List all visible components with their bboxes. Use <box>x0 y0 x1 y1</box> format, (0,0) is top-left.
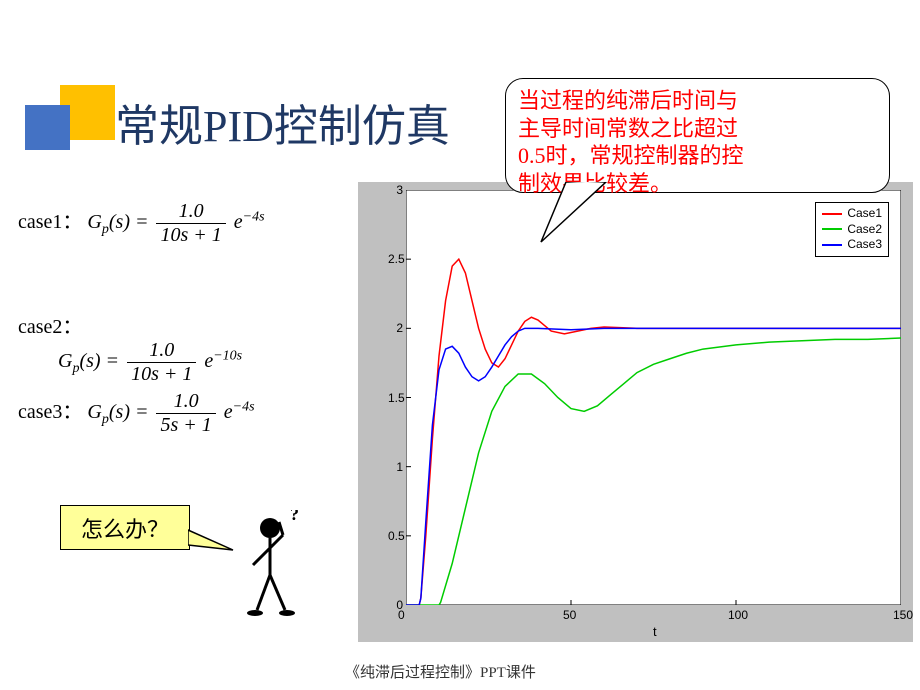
chart-plot: Case1 Case2 Case3 <box>406 190 901 605</box>
x-axis-label: t <box>653 624 657 639</box>
legend-case2: Case2 <box>822 222 882 238</box>
footer-text: 《纯滞后过程控制》PPT课件 <box>345 661 536 682</box>
case2-e: e <box>204 350 213 372</box>
legend-case3: Case3 <box>822 237 882 253</box>
case3-equation: case3： Gp(s) = 1.0 5s + 1 e−4s <box>18 390 255 437</box>
case1-num: 1.0 <box>156 200 225 224</box>
legend-label-3: Case3 <box>847 237 882 253</box>
case3-exp: −4s <box>233 399 255 414</box>
legend-label-1: Case1 <box>847 206 882 222</box>
callout-line2: 主导时间常数之比超过 <box>518 116 738 141</box>
case2-label: case2： <box>18 316 82 338</box>
deco-square-blue <box>25 105 70 150</box>
case2-equation: case2： Gp(s) = 1.0 10s + 1 e−10s <box>18 310 242 386</box>
legend-line-green <box>822 228 842 230</box>
legend-label-2: Case2 <box>847 222 882 238</box>
case1-sub: p <box>102 222 109 237</box>
case3-g: G <box>87 401 101 423</box>
callout-tail-icon <box>536 182 636 252</box>
case3-arg: (s) = <box>109 401 149 423</box>
case2-arg: (s) = <box>79 350 119 372</box>
case2-den: 10s + 1 <box>127 363 196 386</box>
case3-sub: p <box>102 412 109 427</box>
case2-exp: −10s <box>213 348 242 363</box>
legend-line-red <box>822 213 842 215</box>
case1-den: 10s + 1 <box>156 224 225 247</box>
callout-bubble: 当过程的纯滞后时间与 主导时间常数之比超过 0.5时，常规控制器的控 制效果比较… <box>505 78 890 193</box>
question-text: 怎么办？ <box>81 512 169 544</box>
legend-case1: Case1 <box>822 206 882 222</box>
callout-line1: 当过程的纯滞后时间与 <box>518 88 738 113</box>
case1-arg: (s) = <box>109 211 149 233</box>
case1-exp: −4s <box>243 209 265 224</box>
case3-den: 5s + 1 <box>156 414 215 437</box>
case3-num: 1.0 <box>156 390 215 414</box>
chart-legend: Case1 Case2 Case3 <box>815 202 889 257</box>
case3-e: e <box>224 401 233 423</box>
callout-line3: 0.5时，常规控制器的控 <box>518 143 744 168</box>
case1-label: case1： <box>18 211 82 233</box>
page-title: 常规PID控制仿真 <box>115 90 450 154</box>
case3-label: case3： <box>18 401 82 423</box>
case1-equation: case1： Gp(s) = 1.0 10s + 1 e−4s <box>18 200 265 247</box>
case1-e: e <box>234 211 243 233</box>
case1-g: G <box>87 211 101 233</box>
svg-text:?: ? <box>290 510 299 524</box>
question-tail-icon <box>188 525 238 555</box>
case2-g: G <box>58 350 72 372</box>
thinking-person-icon: ? <box>235 510 315 620</box>
question-box: 怎么办？ <box>60 505 190 550</box>
legend-line-blue <box>822 244 842 246</box>
case2-num: 1.0 <box>127 339 196 363</box>
callout-text: 当过程的纯滞后时间与 主导时间常数之比超过 0.5时，常规控制器的控 制效果比较… <box>518 87 877 197</box>
